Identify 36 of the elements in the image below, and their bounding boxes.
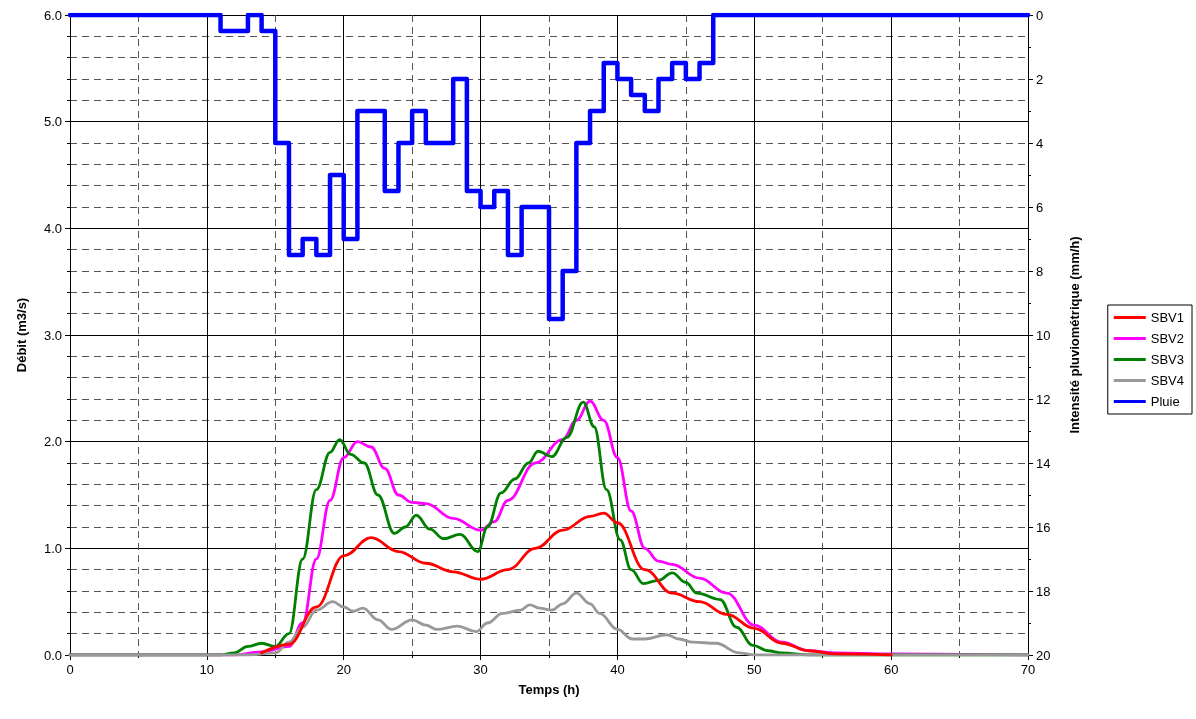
- x-axis-title: Temps (h): [518, 682, 580, 697]
- legend-label: Pluie: [1150, 394, 1180, 409]
- line-series: [260, 511, 893, 657]
- x-tick-label: 0: [66, 662, 74, 677]
- y2-tick-label: 14: [1036, 455, 1051, 471]
- y2-tick-label: 16: [1036, 519, 1051, 535]
- x-tick-label: 60: [883, 662, 899, 677]
- y-tick-label: 4.0: [43, 220, 62, 236]
- y2-tick-label: 2: [1036, 71, 1044, 87]
- x-tick-label: 10: [199, 662, 215, 677]
- y2-tick-label: 18: [1036, 583, 1051, 599]
- x-tick-label: 50: [747, 662, 762, 677]
- y-tick-label: 1.0: [43, 540, 62, 556]
- x-tick-label: 70: [1020, 662, 1036, 677]
- y2-tick-label: 20: [1036, 647, 1051, 663]
- y-tick-label: 0.0: [43, 647, 62, 663]
- x-tick-label: 40: [610, 662, 625, 677]
- y-axis-title: Débit (m3/s): [14, 297, 29, 373]
- y-tick-label: 5.0: [43, 114, 62, 130]
- y2-tick-label: 12: [1036, 391, 1051, 407]
- y-tick-label: 2.0: [43, 434, 62, 450]
- line-series: [68, 591, 1030, 657]
- y2-axis-title: Intensité pluviométrique (mm/h): [1067, 236, 1082, 434]
- y-tick-label: 6.0: [43, 7, 62, 23]
- legend-label: SBV2: [1150, 331, 1185, 346]
- y2-tick-label: 6: [1036, 199, 1044, 215]
- legend-label: SBV3: [1150, 352, 1185, 367]
- legend-label: SBV4: [1150, 373, 1185, 388]
- y-tick-label: 3.0: [43, 327, 62, 343]
- legend-label: SBV1: [1150, 310, 1185, 325]
- y2-tick-label: 4: [1036, 135, 1044, 151]
- y2-tick-label: 8: [1036, 263, 1044, 279]
- x-tick-label: 20: [336, 662, 351, 677]
- y2-tick-label: 10: [1036, 327, 1051, 343]
- x-tick-label: 30: [473, 662, 488, 677]
- y2-tick-label: 0: [1036, 7, 1044, 23]
